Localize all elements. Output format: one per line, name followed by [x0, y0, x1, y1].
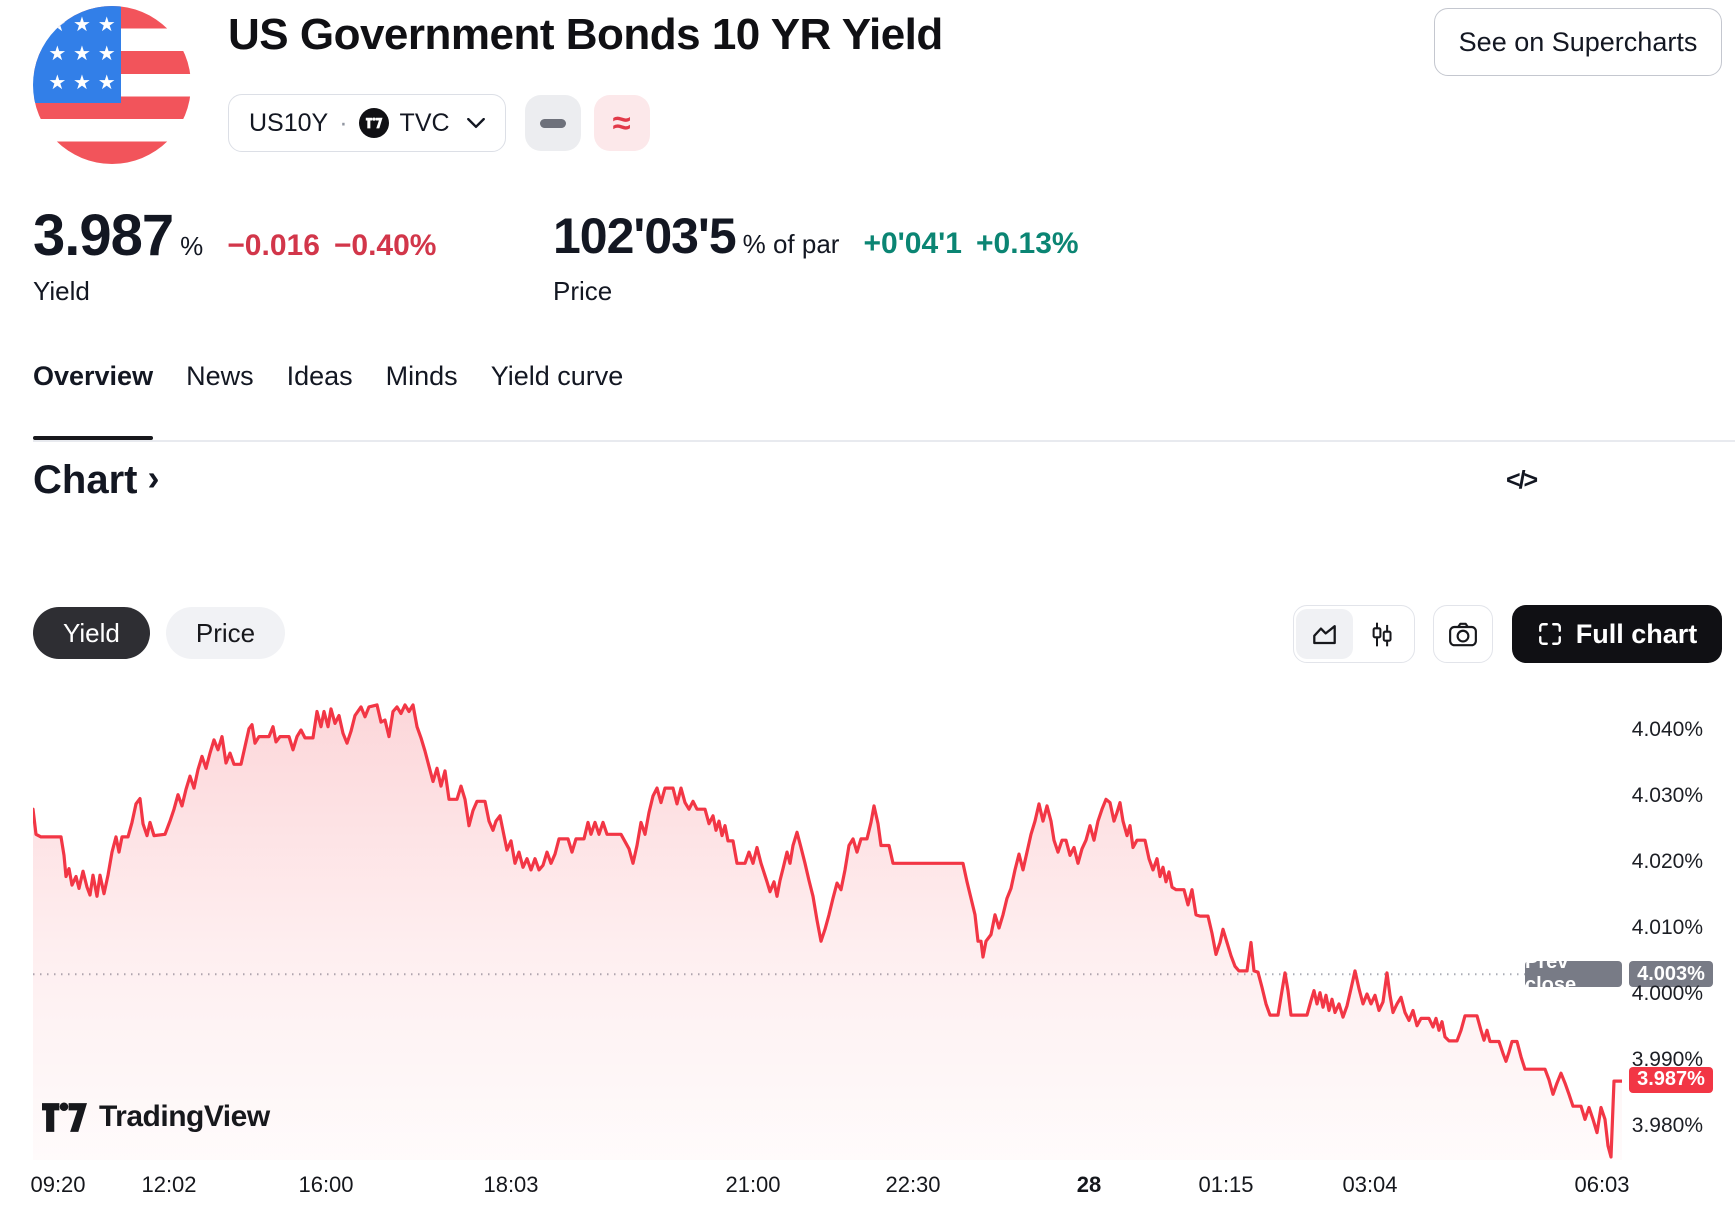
y-axis-label: 4.020% — [1631, 850, 1703, 873]
y-axis-label: 3.980% — [1631, 1114, 1703, 1137]
tradingview-exchange-icon — [358, 108, 389, 138]
y-axis-label: 4.040% — [1631, 718, 1703, 741]
prev-close-badge: Prev close — [1525, 951, 1622, 996]
x-axis-label: 09:20 — [30, 1172, 86, 1197]
y-axis-label: 4.030% — [1631, 784, 1703, 807]
page-title: US Government Bonds 10 YR Yield — [228, 10, 943, 59]
fullscreen-icon — [1538, 623, 1561, 645]
chevron-right-icon: › — [147, 456, 160, 498]
yield-chart[interactable]: Prev close — [33, 640, 1622, 1160]
x-axis[interactable]: 09:20 12:02 16:00 18:03 21:00 22:30 28 01:15 03:… — [30, 1172, 1629, 1202]
x-axis-label: 28 — [1076, 1172, 1102, 1197]
see-on-supercharts-button[interactable]: See on Supercharts — [1434, 8, 1722, 76]
separator-dot: · — [339, 108, 348, 137]
tab-bar: Overview News Ideas Minds Yield curve — [33, 352, 1735, 442]
x-axis-label: 03:04 — [1342, 1172, 1398, 1197]
x-axis-label: 01:15 — [1198, 1172, 1254, 1197]
x-axis-label: 06:03 — [1574, 1172, 1630, 1197]
delayed-data-button[interactable]: ≈ — [593, 95, 650, 151]
price-change-abs: +0'04'1 — [863, 227, 962, 260]
chart-style-segment — [1293, 605, 1415, 663]
x-axis-label: 12:02 — [141, 1172, 197, 1197]
flag-canton: ★ ★ ★ ★ ★ ★ ★ ★ ★ — [33, 6, 121, 103]
yield-change-pct: −0.40% — [333, 229, 437, 262]
price-unit: % of par — [742, 229, 840, 259]
market-closed-button[interactable] — [524, 95, 581, 151]
yield-change: −0.016 −0.40% — [227, 229, 450, 263]
x-axis-label: 16:00 — [298, 1172, 354, 1197]
price-stat: 102'03'5 % of par +0'04'1 +0.13% Price — [553, 204, 1093, 307]
chart-area-fill — [33, 704, 1622, 1160]
tradingview-watermark: TradingView — [42, 1100, 270, 1134]
yield-chart-svg — [33, 703, 1622, 1160]
y-axis-label: 3.990% — [1631, 1048, 1703, 1071]
last-value-badge: 3.987% — [1629, 1066, 1713, 1093]
symbol-label: US10Y — [249, 108, 329, 137]
symbol-switcher[interactable]: US10Y · TVC — [228, 94, 506, 152]
yield-change-abs: −0.016 — [227, 229, 320, 262]
camera-icon — [1449, 622, 1477, 646]
x-axis-label: 21:00 — [725, 1172, 781, 1197]
tradingview-logo-icon — [42, 1101, 87, 1132]
prev-close-value-badge: 4.003% — [1629, 961, 1713, 988]
yield-value: 3.987 — [33, 203, 174, 268]
tab-minds[interactable]: Minds — [385, 361, 458, 391]
candles-style-button[interactable] — [1353, 609, 1410, 659]
tab-ideas[interactable]: Ideas — [286, 361, 353, 391]
y-axis-label: 4.010% — [1631, 916, 1703, 939]
price-caption: Price — [553, 276, 613, 306]
candlestick-icon — [1372, 622, 1392, 646]
full-chart-label: Full chart — [1575, 618, 1698, 649]
full-chart-button[interactable]: Full chart — [1512, 605, 1722, 663]
embed-code-icon[interactable]: </> — [1506, 466, 1538, 494]
chart-heading-text: Chart — [33, 458, 138, 502]
yield-caption: Yield — [33, 276, 90, 306]
watermark-text: TradingView — [99, 1100, 270, 1133]
price-toggle-button[interactable]: Price — [165, 607, 286, 659]
yield-stat: 3.987 % −0.016 −0.40% Yield — [33, 204, 450, 307]
price-value: 102'03'5 — [553, 208, 737, 264]
area-chart-icon — [1313, 625, 1336, 645]
approx-icon: ≈ — [612, 104, 631, 141]
tab-yield-curve[interactable]: Yield curve — [490, 361, 624, 391]
y-axis[interactable]: 4.003% 3.987% 4.040% 4.030% 4.020% 4.010% 4.… — [1622, 640, 1735, 1160]
chart-mode-toggle: Yield Price — [33, 607, 286, 659]
exchange-label: TVC — [399, 108, 450, 137]
area-style-button[interactable] — [1296, 609, 1353, 659]
us-flag-icon: ★ ★ ★ ★ ★ ★ ★ ★ ★ — [33, 6, 191, 164]
yield-toggle-button[interactable]: Yield — [33, 607, 150, 659]
tab-news[interactable]: News — [186, 361, 254, 391]
x-axis-label: 22:30 — [885, 1172, 941, 1197]
symbol-row: US10Y · TVC ≈ — [228, 94, 650, 152]
price-change: +0'04'1 +0.13% — [863, 227, 1092, 261]
chart-line — [33, 703, 1622, 1159]
price-change-pct: +0.13% — [975, 227, 1079, 260]
snapshot-button[interactable] — [1433, 605, 1493, 663]
minus-icon — [539, 118, 566, 128]
yield-unit: % — [180, 231, 204, 261]
x-axis-label: 18:03 — [483, 1172, 539, 1197]
chevron-down-icon — [466, 117, 485, 129]
tab-overview[interactable]: Overview — [33, 352, 154, 440]
chart-section-link[interactable]: Chart › — [33, 456, 160, 503]
y-axis-label: 4.000% — [1631, 982, 1703, 1005]
